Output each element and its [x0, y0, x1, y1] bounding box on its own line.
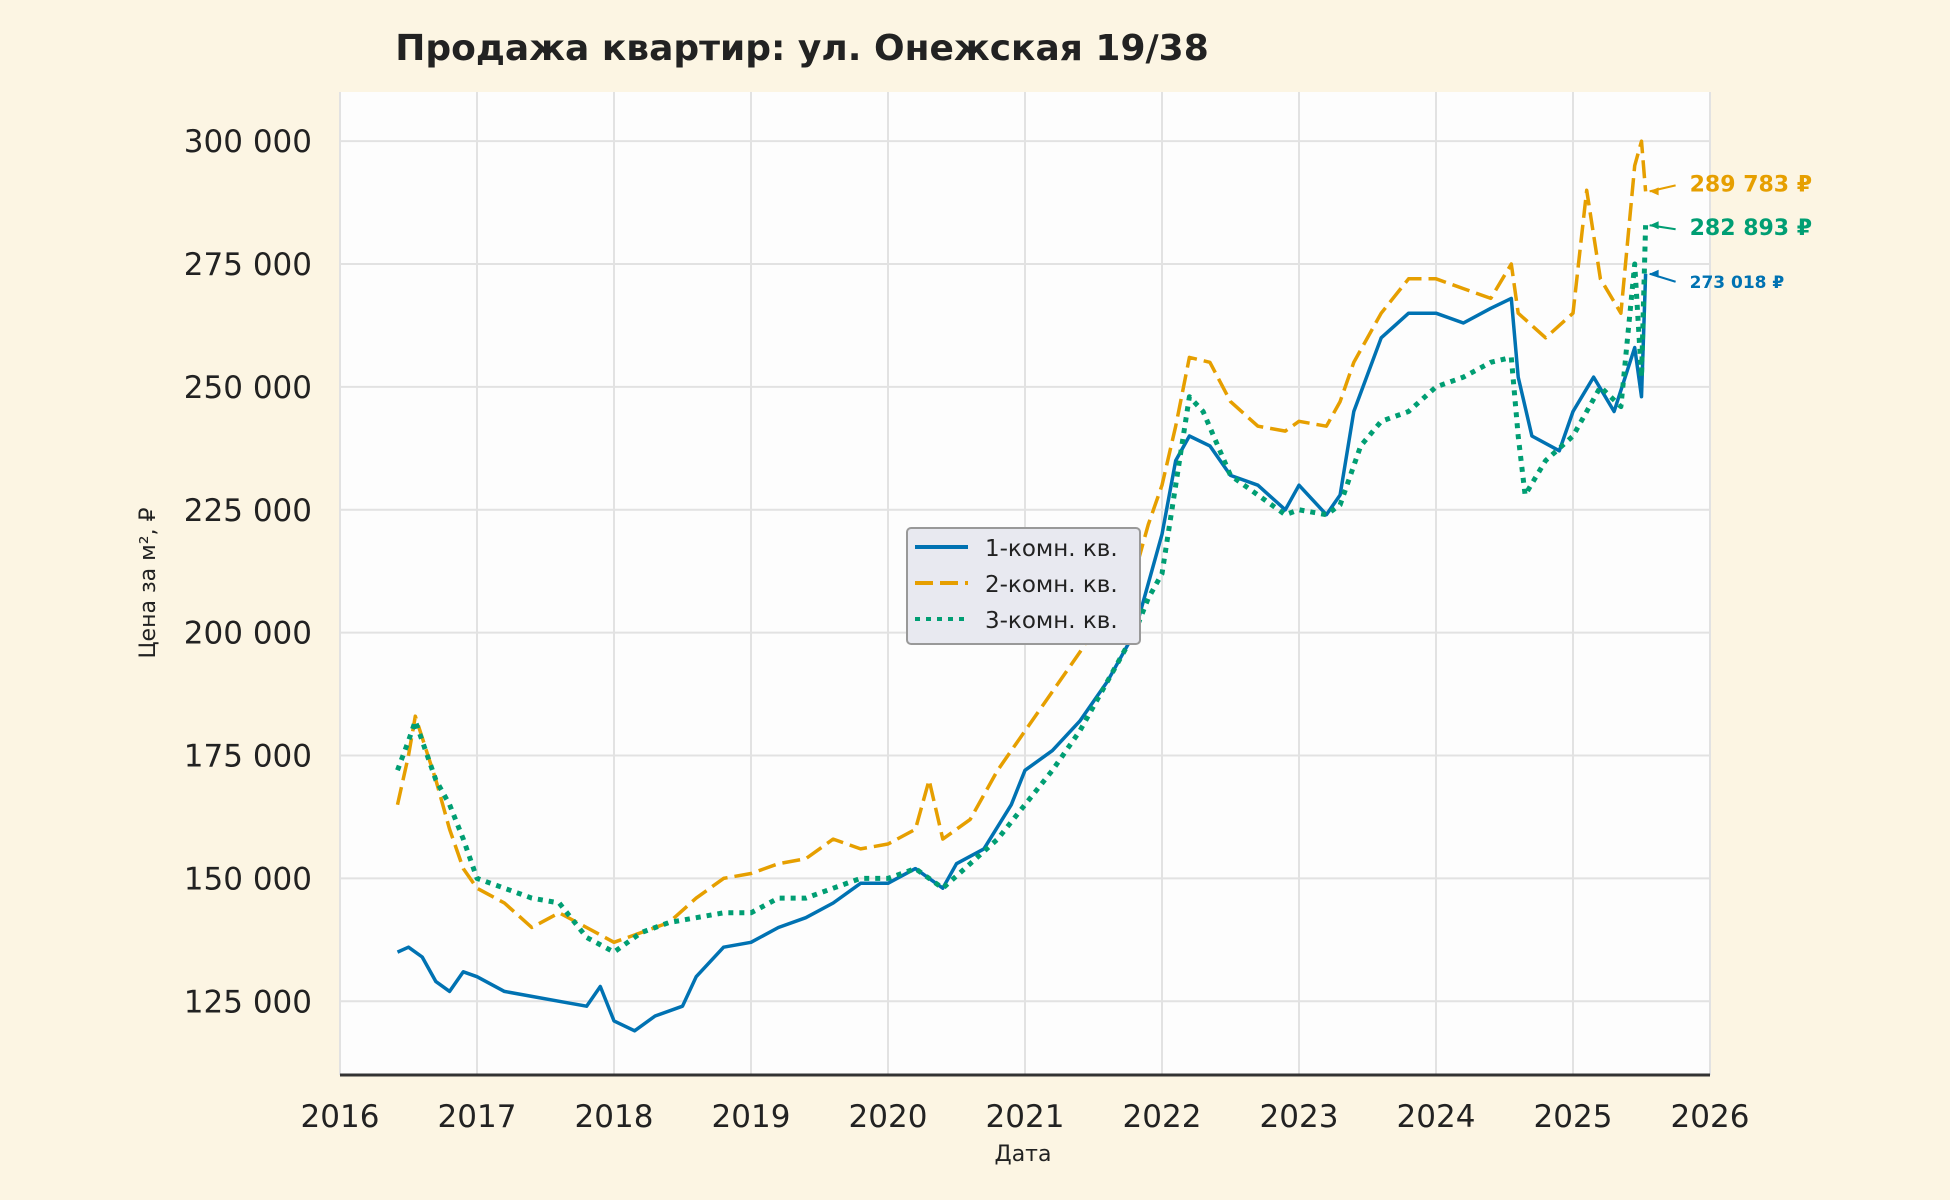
x-tick-label: 2026 [1671, 1099, 1750, 1135]
y-tick-label: 250 000 [184, 370, 312, 406]
legend-entry-3: 3-комн. кв. [985, 608, 1118, 634]
x-tick-label: 2021 [986, 1099, 1065, 1135]
end-label-arrowhead [1649, 221, 1659, 230]
y-tick-label: 125 000 [184, 984, 312, 1020]
series-line-3 [395, 225, 1649, 955]
end-label-2: 289 783 ₽ [1690, 172, 1812, 197]
end-label-arrowhead [1649, 187, 1659, 196]
x-tick-label: 2019 [712, 1099, 791, 1135]
series-line-1 [396, 273, 1648, 1033]
x-tick-label: 2016 [301, 1099, 380, 1135]
chart-title: Продажа квартир: ул. Онежская 19/38 [395, 28, 1209, 69]
legend: 1-комн. кв. 2-комн. кв. 3-комн. кв. [906, 527, 1141, 645]
y-tick-label: 150 000 [184, 861, 312, 897]
x-tick-label: 2017 [438, 1099, 517, 1135]
series-layer [395, 139, 1649, 1033]
end-labels: 273 018 ₽ 289 783 ₽ 282 893 ₽ [1649, 172, 1812, 293]
end-label-arrowhead [1649, 269, 1659, 278]
x-tick-label: 2023 [1260, 1099, 1339, 1135]
end-label-1: 273 018 ₽ [1690, 273, 1785, 293]
x-axis-label: Дата [995, 1142, 1052, 1167]
y-tick-label: 300 000 [184, 124, 312, 160]
tick-labels: 2016 2017 2018 2019 2020 2021 2022 2023 2024 2025… [184, 124, 1750, 1135]
y-tick-label: 225 000 [184, 493, 312, 529]
x-tick-label: 2024 [1397, 1099, 1476, 1135]
y-axis-label: Цена за м², ₽ [136, 507, 161, 658]
y-tick-label: 275 000 [184, 247, 312, 283]
x-tick-label: 2018 [575, 1099, 654, 1135]
legend-entry-2: 2-комн. кв. [985, 572, 1118, 598]
series-line-2 [395, 139, 1648, 945]
legend-entry-1: 1-комн. кв. [985, 536, 1118, 562]
y-tick-label: 175 000 [184, 739, 312, 775]
x-tick-label: 2025 [1534, 1099, 1613, 1135]
x-tick-label: 2022 [1123, 1099, 1202, 1135]
end-label-3: 282 893 ₽ [1690, 216, 1812, 241]
legend-box [906, 527, 1141, 645]
y-tick-label: 200 000 [184, 616, 312, 652]
x-tick-label: 2020 [849, 1099, 928, 1135]
